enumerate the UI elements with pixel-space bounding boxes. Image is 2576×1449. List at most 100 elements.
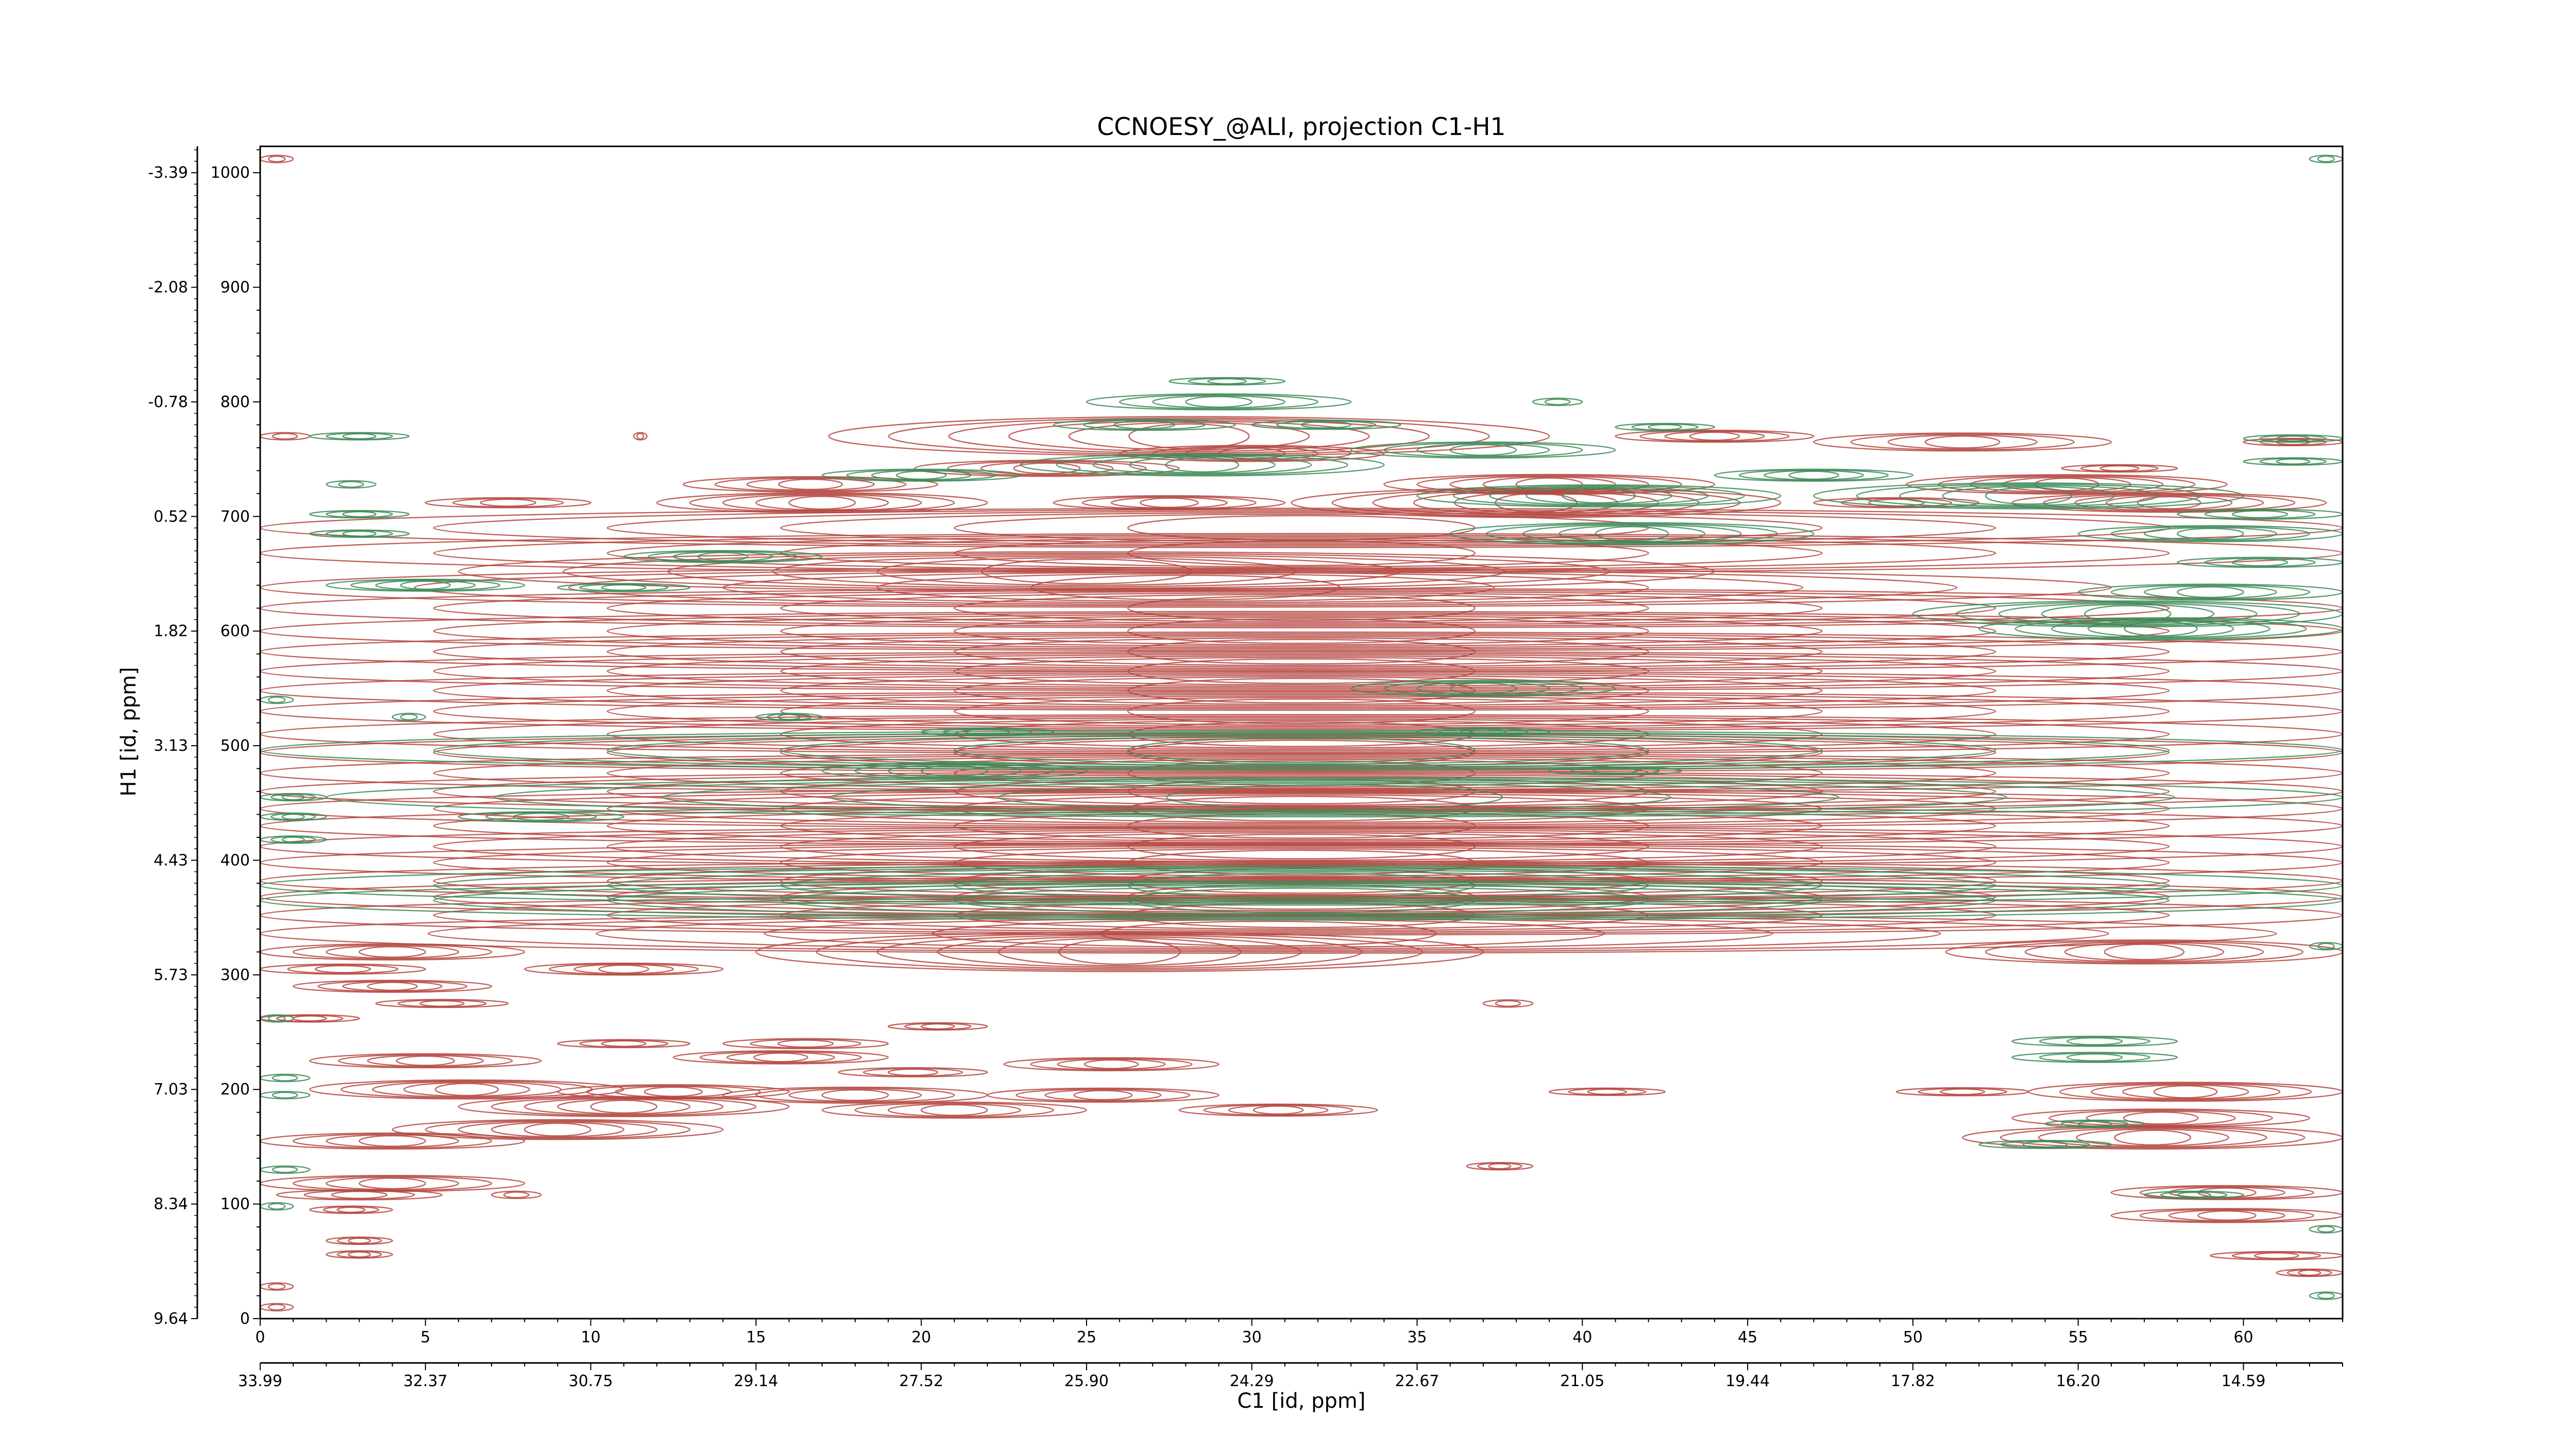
contour-peak (1482, 999, 1534, 1008)
x-tick-label: 30 (1242, 1328, 1262, 1346)
contour-peak (260, 812, 327, 821)
contour-layer (260, 155, 2343, 1311)
x-tick-label: 5 (420, 1328, 430, 1346)
contour-peak (1962, 1125, 2343, 1150)
contour-peak (821, 1101, 1088, 1119)
x-ppm-tick-label: 19.44 (1725, 1372, 1770, 1390)
contour-peak (1466, 1161, 1534, 1171)
x-ppm-tick-label: 27.52 (899, 1372, 943, 1390)
contour-peak (1978, 1140, 2112, 1149)
contour-series-negative (260, 155, 2343, 1300)
contour-peak (2143, 1190, 2244, 1200)
contour-peak (1615, 423, 1716, 431)
contour-peak (1813, 482, 2244, 510)
contour-peak (1532, 397, 1583, 407)
contour-peak (392, 1119, 724, 1140)
contour-peak (1350, 680, 1616, 697)
contour-peak (260, 1165, 311, 1174)
contour-peak (1978, 617, 2343, 641)
x-tick-label: 20 (911, 1328, 931, 1346)
contour-peak (1251, 419, 1401, 430)
contour-peak (260, 155, 294, 163)
contour-peak (887, 1022, 988, 1031)
plot-frame (259, 145, 2344, 1320)
x-ppm-tick-label: 14.59 (2222, 1372, 2266, 1390)
contour-peak (260, 1014, 294, 1023)
contour-peak (260, 793, 327, 802)
contour-peak (260, 508, 2343, 548)
y-tick-label: 100 (221, 1195, 250, 1214)
y-ppm-tick-label: 4.43 (154, 851, 188, 869)
y-axis: 0 9.64 100 8.34 200 7.03 300 5.73 400 4.43 500 3.13… (148, 146, 260, 1328)
y-ppm-tick-label: 3.13 (154, 737, 188, 755)
contour-peak (457, 811, 624, 822)
x-ppm-tick-label: 16.20 (2056, 1372, 2100, 1390)
contour-peak (309, 510, 410, 519)
y-tick-label: 900 (221, 279, 250, 297)
contour-peak (672, 1050, 889, 1065)
contour-peak (326, 1250, 393, 1259)
y-ppm-tick-label: -0.78 (148, 393, 188, 411)
contour-peak (1178, 1103, 1378, 1117)
contour-peak (260, 651, 2343, 692)
contour-peak (682, 476, 939, 493)
contour-peak (260, 1202, 294, 1211)
contour-series-positive (260, 155, 2343, 1311)
y-ppm-tick-label: 0.52 (154, 508, 188, 526)
contour-peak (260, 1073, 311, 1083)
contour-peak (2210, 1251, 2343, 1260)
contour-peak (2177, 557, 2343, 568)
contour-peak (260, 1091, 311, 1100)
y-tick-label: 300 (221, 966, 250, 984)
x-axis-label: C1 [id, ppm] (1238, 1389, 1366, 1413)
chart-title: CCNOESY_@ALI, projection C1-H1 (1097, 113, 1505, 141)
x-tick-label: 10 (581, 1328, 600, 1346)
y-tick-label: 0 (240, 1310, 250, 1328)
contour-peak (2028, 1082, 2343, 1102)
x-ppm-tick-label: 21.05 (1560, 1372, 1604, 1390)
contour-peak (755, 932, 1484, 972)
contour-peak (260, 695, 294, 704)
x-tick-label: 55 (2069, 1328, 2088, 1346)
contour-peak (260, 670, 2343, 711)
contour-peak (260, 1282, 294, 1291)
contour-peak (838, 1067, 988, 1077)
contour-peak (633, 432, 648, 441)
contour-peak (523, 962, 724, 976)
y-tick-label: 500 (221, 737, 250, 755)
contour-peak (425, 497, 591, 509)
contour-peak (260, 880, 2343, 921)
contour-peak (490, 1190, 542, 1200)
y-axis-label: H1 [id, ppm] (117, 667, 141, 796)
contour-peak (2177, 509, 2343, 520)
y-tick-label: 700 (221, 508, 250, 526)
contour-peak (1086, 393, 1352, 411)
contour-peak (821, 468, 1021, 482)
x-axis: 0 5 10 15 20 25 30 35 40 45 50 55 60 (255, 1319, 2343, 1346)
contour-peak (987, 1087, 1219, 1103)
y-tick-label: 600 (221, 622, 250, 641)
contour-peak (1350, 441, 1616, 459)
contour-peak (1449, 522, 1815, 546)
contour-peak (1714, 468, 1914, 482)
contour-peak (1548, 766, 1682, 776)
contour-peak (2061, 464, 2178, 473)
contour-peak (1020, 453, 1385, 477)
contour-peak (722, 1038, 889, 1050)
contour-peak (375, 999, 509, 1008)
contour-peak (326, 578, 526, 592)
x-tick-label: 50 (1903, 1328, 1923, 1346)
contour-peak (2011, 1036, 2178, 1047)
contour-peak (292, 980, 493, 993)
contour-peak (260, 588, 2343, 629)
contour-peak (457, 1096, 790, 1118)
contour-peak (1416, 484, 1782, 508)
x-ppm-tick-label: 24.29 (1230, 1372, 1274, 1390)
x-ppm-tick-label: 33.99 (238, 1372, 282, 1390)
contour-peak (2011, 493, 2327, 513)
contour-peak (260, 567, 2112, 608)
contour-peak (326, 777, 2343, 818)
x-tick-label: 35 (1407, 1328, 1427, 1346)
contour-peak (309, 1053, 542, 1069)
contour-peak (557, 1039, 691, 1049)
